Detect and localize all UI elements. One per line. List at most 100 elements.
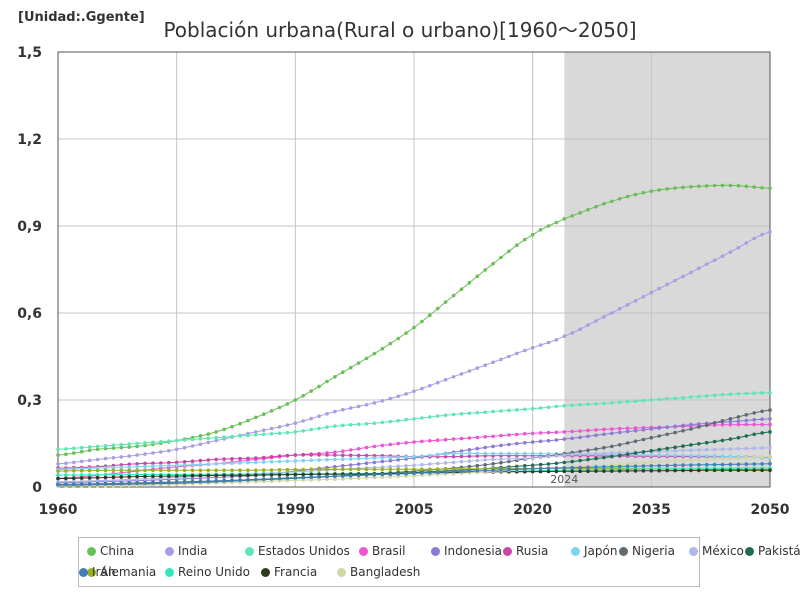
data-point	[301, 453, 306, 457]
data-point	[697, 463, 701, 467]
data-point	[246, 468, 250, 473]
data-point	[483, 435, 488, 439]
data-point	[657, 188, 661, 192]
data-point	[190, 468, 195, 473]
data-point	[665, 468, 669, 473]
data-point	[594, 204, 598, 209]
data-point	[657, 447, 661, 452]
data-point	[293, 421, 298, 426]
data-point	[633, 469, 638, 473]
data-point	[214, 462, 218, 466]
data-point	[356, 447, 361, 451]
legend-label: Alemania	[100, 565, 157, 579]
data-point	[467, 469, 472, 473]
data-point	[451, 375, 456, 379]
data-point	[372, 473, 377, 477]
legend-marker	[79, 567, 88, 577]
legend-item: Bangladesh	[337, 565, 420, 579]
data-point	[602, 315, 606, 319]
data-point	[333, 464, 337, 469]
data-point	[182, 463, 187, 467]
data-point	[562, 430, 567, 434]
data-point	[744, 391, 749, 396]
data-point	[665, 282, 669, 287]
data-point	[515, 351, 519, 356]
data-point	[293, 475, 298, 480]
data-point	[79, 459, 84, 464]
data-point	[277, 431, 282, 436]
data-point	[720, 392, 725, 397]
data-point	[673, 463, 677, 468]
data-point	[261, 477, 266, 481]
data-point	[641, 428, 646, 432]
data-point	[396, 458, 401, 462]
data-point	[586, 434, 590, 439]
data-point	[760, 462, 764, 466]
data-point	[515, 467, 519, 472]
data-point	[483, 468, 488, 473]
data-point	[103, 473, 108, 477]
data-point	[475, 454, 480, 458]
data-point	[681, 458, 685, 463]
data-point	[712, 439, 717, 444]
data-point	[768, 408, 772, 412]
data-point	[356, 456, 361, 461]
legend-label: Irán	[92, 565, 116, 579]
data-point	[333, 467, 337, 472]
data-point	[198, 434, 203, 438]
y-tick-label: 1,2	[17, 132, 42, 148]
data-point	[174, 460, 179, 465]
data-point	[269, 473, 274, 477]
data-point	[744, 413, 749, 417]
data-point	[499, 451, 503, 456]
data-point	[736, 245, 741, 250]
data-point	[712, 393, 717, 398]
legend-item: India	[165, 544, 207, 558]
data-point	[467, 280, 472, 285]
data-point	[435, 414, 440, 418]
data-point	[523, 407, 527, 412]
data-point	[285, 423, 290, 427]
data-point	[538, 451, 543, 456]
data-point	[198, 479, 203, 484]
data-point	[570, 214, 574, 218]
data-point	[388, 341, 393, 346]
data-point	[538, 462, 543, 467]
data-point	[499, 468, 503, 472]
legend-item: Rusia	[503, 544, 548, 558]
data-point	[333, 450, 337, 455]
data-point	[617, 443, 622, 447]
data-point	[530, 451, 535, 456]
data-point	[435, 470, 440, 475]
data-point	[333, 375, 337, 379]
data-point	[538, 343, 543, 347]
data-point	[499, 357, 503, 362]
data-point	[222, 468, 226, 473]
data-point	[752, 422, 756, 427]
data-point	[95, 444, 100, 449]
data-point	[135, 441, 139, 446]
data-point	[325, 474, 329, 479]
data-point	[562, 469, 567, 474]
data-point	[182, 474, 187, 478]
legend-label: México	[702, 544, 744, 558]
data-point	[570, 452, 574, 457]
data-point	[475, 366, 480, 370]
legend-label: Reino Unido	[178, 565, 250, 579]
data-point	[356, 467, 361, 472]
data-point	[372, 460, 377, 465]
data-point	[736, 422, 741, 427]
data-point	[443, 300, 448, 304]
data-point	[428, 313, 432, 318]
data-point	[483, 410, 488, 415]
data-point	[364, 403, 369, 407]
data-point	[475, 274, 480, 279]
data-point	[673, 430, 677, 435]
data-point	[87, 448, 92, 453]
data-point	[238, 478, 242, 483]
series-bangladesh	[56, 454, 772, 488]
data-point	[689, 185, 693, 189]
data-point	[538, 466, 543, 471]
data-point	[451, 451, 456, 456]
data-point	[752, 468, 756, 473]
